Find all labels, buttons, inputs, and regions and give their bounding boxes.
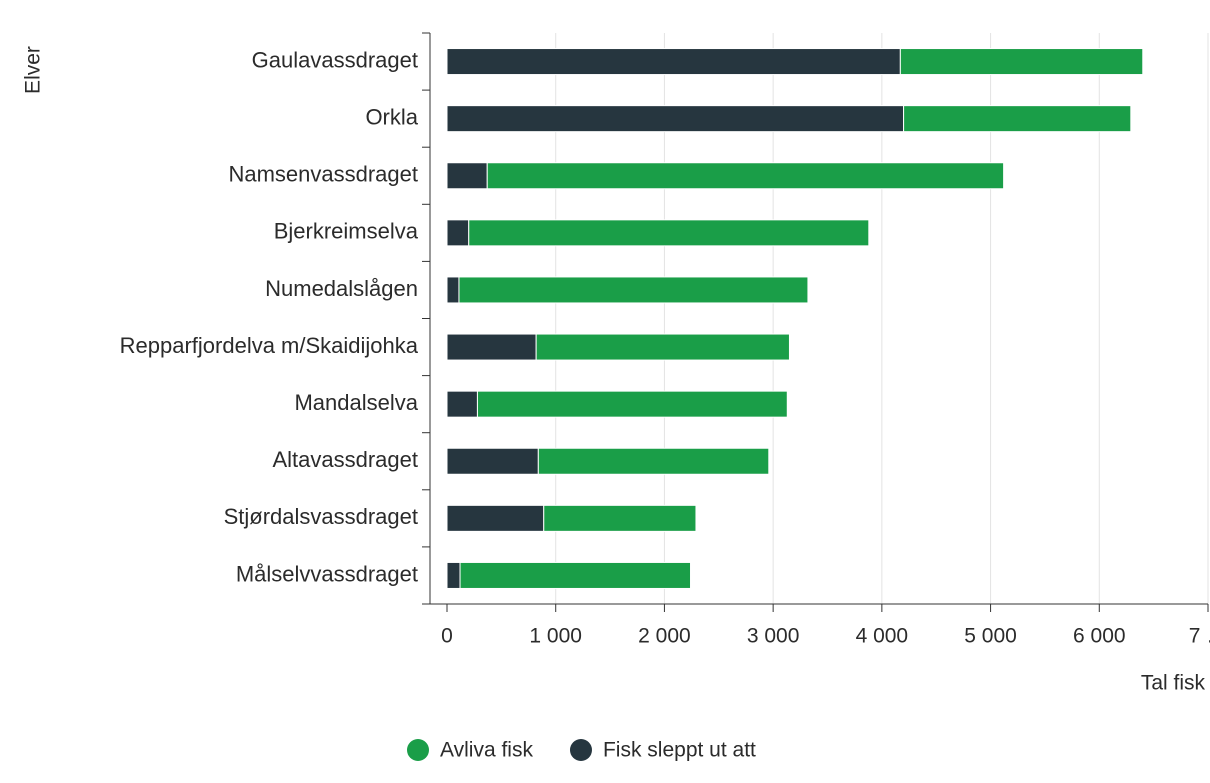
- bar-segment: [543, 504, 697, 532]
- legend-label: Avliva fisk: [440, 739, 533, 762]
- y-tick-label: Altavassdraget: [272, 447, 418, 472]
- y-tick-label: Numedalslågen: [265, 276, 418, 301]
- legend-label: Fisk sleppt ut att: [603, 739, 756, 762]
- bar-segment: [446, 504, 545, 532]
- bar-segment: [446, 390, 478, 418]
- y-tick-label: Namsenvassdraget: [228, 162, 418, 187]
- bar-segment: [486, 162, 1005, 190]
- bar-segment: [458, 276, 809, 304]
- bar-segment: [537, 447, 770, 475]
- legend-marker: [407, 739, 429, 761]
- x-axis-label: Tal fisk: [1141, 672, 1206, 695]
- bar-segment: [446, 447, 539, 475]
- x-tick-label: 3 000: [747, 625, 800, 648]
- bar-segment: [446, 219, 470, 247]
- bar-segment: [468, 219, 870, 247]
- bar-segment: [446, 48, 901, 76]
- bar-segment: [446, 561, 461, 589]
- bar-segment: [446, 333, 537, 361]
- y-axis-label: Elver: [22, 46, 45, 94]
- y-tick-label: Bjerkreimselva: [274, 219, 419, 244]
- x-tick-label: 6 000: [1073, 625, 1126, 648]
- bar-segment: [459, 561, 692, 589]
- y-tick-label: Målselvvassdraget: [236, 561, 418, 586]
- x-tick-label: 2 000: [638, 625, 691, 648]
- x-tick-label: 0: [441, 625, 453, 648]
- bar-segment: [446, 105, 905, 133]
- y-tick-label: Mandalselva: [294, 390, 418, 415]
- y-tick-label: Stjørdalsvassdraget: [224, 504, 418, 529]
- x-tick-label: 1 000: [529, 625, 582, 648]
- bar-segment: [446, 276, 460, 304]
- bar-segment: [535, 333, 790, 361]
- x-tick-label: 7 …: [1189, 625, 1210, 648]
- y-tick-label: Orkla: [365, 104, 418, 129]
- bar-segment: [446, 162, 488, 190]
- x-tick-label: 4 000: [856, 625, 909, 648]
- bar-segment: [476, 390, 788, 418]
- legend-marker: [569, 739, 592, 761]
- bar-segment: [903, 105, 1132, 133]
- bar-segment: [899, 48, 1144, 76]
- x-tick-label: 5 000: [964, 625, 1017, 648]
- y-tick-label: Gaulavassdraget: [252, 47, 418, 72]
- y-tick-label: Repparfjordelva m/Skaidijohka: [120, 333, 419, 358]
